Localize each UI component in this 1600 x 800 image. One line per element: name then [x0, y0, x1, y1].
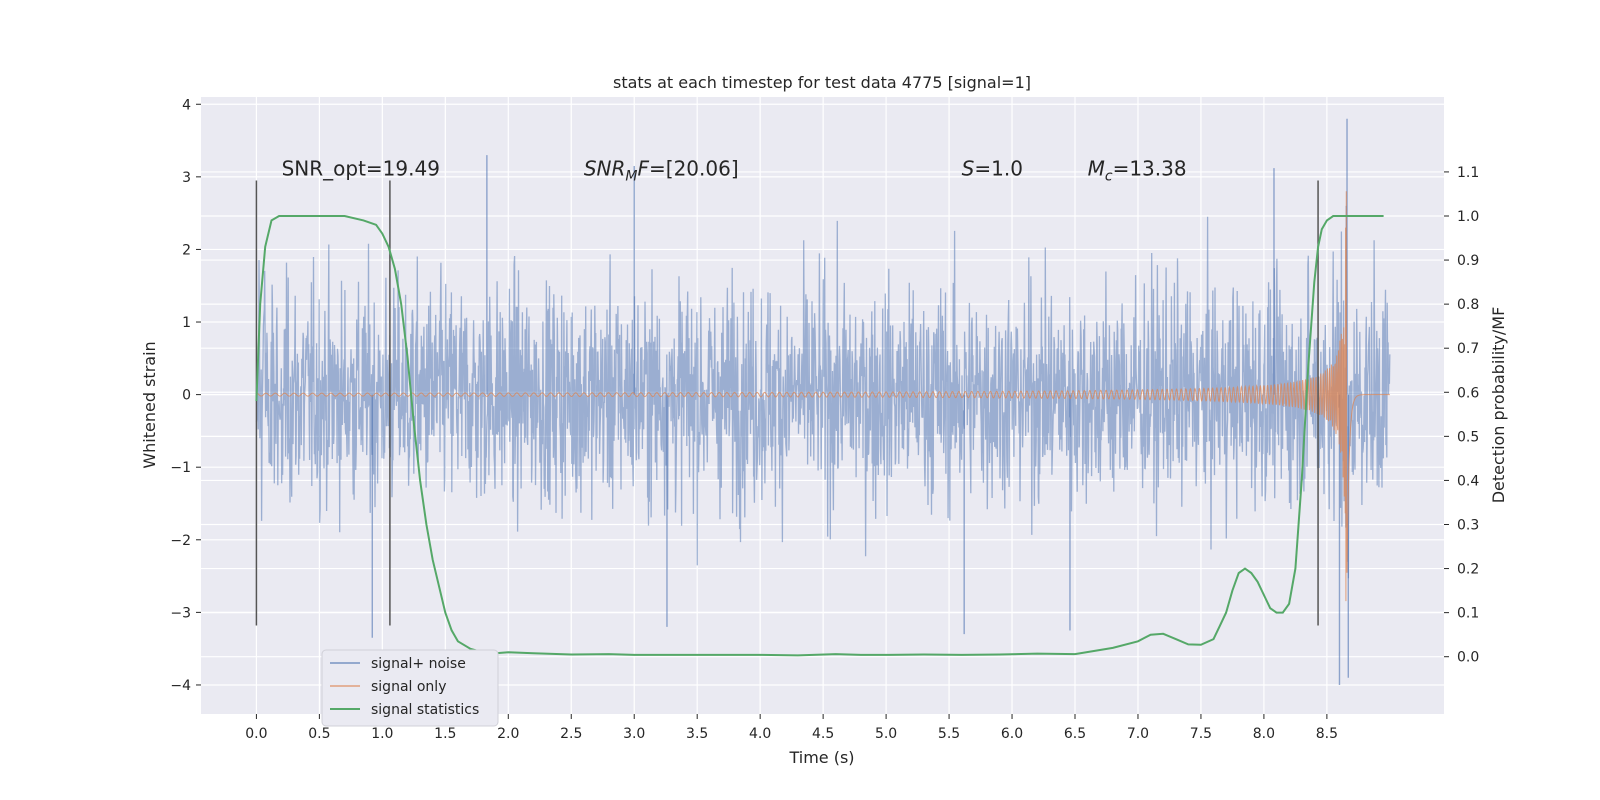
x-tick-label: 5.5 — [938, 726, 960, 742]
y2-tick-label: 0.7 — [1457, 341, 1479, 357]
x-tick-label: 8.5 — [1316, 726, 1338, 742]
series-signal-statistics — [255, 215, 1384, 657]
y-tick-label: 2 — [182, 242, 191, 258]
chart-title: stats at each timestep for test data 477… — [613, 73, 1031, 92]
y-axis: −4 −3 −2 −1 0 1 2 3 4 — [170, 97, 201, 694]
y-tick-label: 3 — [182, 170, 191, 186]
y2-axis: 0.0 0.1 0.2 0.3 0.4 0.5 0.6 0.7 0.8 0.9 1.0 1.1 — [1444, 165, 1479, 666]
annotation-s-value: S=1.0 — [962, 156, 1023, 180]
x-tick-label: 7.0 — [1127, 726, 1149, 742]
y-tick-label: −4 — [170, 678, 191, 694]
y-tick-label: 4 — [182, 97, 191, 113]
plot-area — [255, 118, 1391, 685]
y2-tick-label: 0.1 — [1457, 606, 1479, 622]
x-tick-label: 0.0 — [245, 726, 267, 742]
y-tick-label: −2 — [170, 533, 191, 549]
annotation-snr-mf: SNRMF=[20.06] — [584, 156, 739, 184]
x-tick-label: 1.5 — [434, 726, 456, 742]
x-tick-label: 5.0 — [875, 726, 897, 742]
y2-tick-label: 0.8 — [1457, 297, 1479, 313]
x-tick-label: 7.5 — [1190, 726, 1212, 742]
y2-tick-label: 0.9 — [1457, 253, 1479, 269]
x-tick-label: 8.0 — [1253, 726, 1275, 742]
y2-tick-label: 0.2 — [1457, 562, 1479, 578]
y2-tick-label: 0.4 — [1457, 473, 1479, 489]
x-tick-label: 2.5 — [560, 726, 582, 742]
legend-label-stats: signal statistics — [371, 702, 479, 718]
x-tick-label: 6.0 — [1001, 726, 1023, 742]
annotation-chirp-mass: Mc=13.38 — [1088, 156, 1187, 184]
legend-label-signal: signal only — [371, 679, 446, 695]
y-axis-label: Whitened strain — [140, 341, 159, 468]
annotations: SNR_opt=19.49 SNRMF=[20.06] S=1.0 Mc=13.38 — [282, 156, 1187, 184]
x-tick-label: 2.0 — [497, 726, 519, 742]
annotation-snr-opt: SNR_opt=19.49 — [282, 156, 440, 180]
legend[interactable]: signal+ noise signal only signal statist… — [321, 649, 499, 727]
series-signal-plus-noise — [255, 205, 1391, 579]
y-tick-label: −3 — [170, 605, 191, 621]
x-tick-label: 1.0 — [371, 726, 393, 742]
legend-box — [321, 649, 499, 727]
x-tick-label: 0.5 — [308, 726, 330, 742]
x-tick-label: 3.0 — [623, 726, 645, 742]
x-tick-label: 3.5 — [686, 726, 708, 742]
x-tick-label: 4.0 — [749, 726, 771, 742]
y2-tick-label: 0.0 — [1457, 650, 1479, 666]
x-tick-label: 4.5 — [812, 726, 834, 742]
series-signal-only — [256, 191, 1390, 602]
x-axis-label: Time (s) — [788, 748, 854, 767]
y-tick-label: 0 — [182, 388, 191, 404]
x-axis: 0.0 0.5 1.0 1.5 2.0 2.5 3.0 3.5 4.0 4.5 5.0 5.5 6.0 6… — [245, 714, 1338, 742]
y2-tick-label: 0.3 — [1457, 517, 1479, 533]
y2-tick-label: 0.6 — [1457, 385, 1479, 401]
y-tick-label: 1 — [182, 315, 191, 331]
y2-tick-label: 1.0 — [1457, 209, 1479, 225]
y2-axis-label: Detection probability/MF — [1489, 307, 1508, 504]
y2-tick-label: 0.5 — [1457, 429, 1479, 445]
y-tick-label: −1 — [170, 460, 191, 476]
legend-label-noise: signal+ noise — [371, 656, 466, 672]
x-tick-label: 6.5 — [1064, 726, 1086, 742]
y2-tick-label: 1.1 — [1457, 165, 1479, 181]
